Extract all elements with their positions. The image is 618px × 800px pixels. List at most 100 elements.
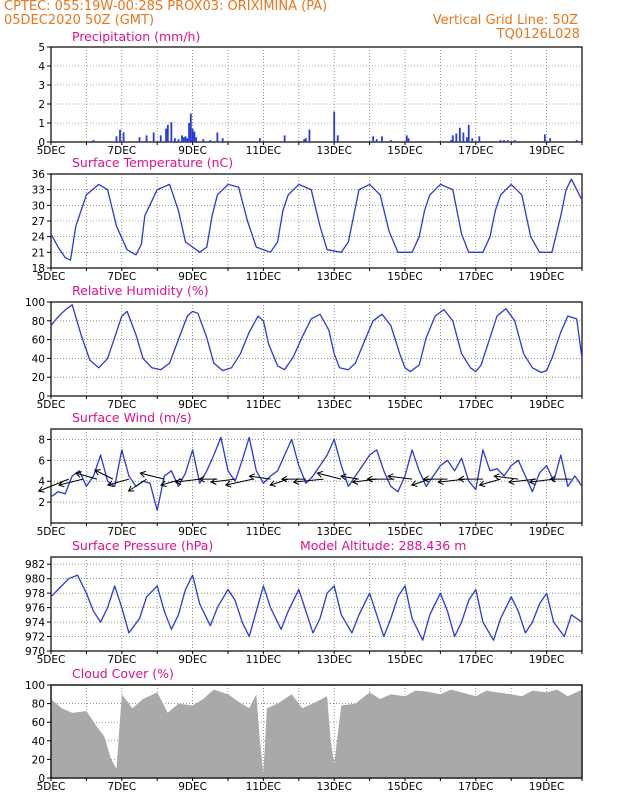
precip-bar bbox=[466, 137, 468, 142]
precip-bar bbox=[193, 131, 196, 142]
precip-bar bbox=[189, 113, 192, 142]
precip-bar bbox=[186, 138, 189, 142]
precip-bar bbox=[191, 128, 194, 142]
precip-bar bbox=[221, 138, 224, 142]
wind-vector-head bbox=[340, 473, 347, 481]
precip-bar bbox=[92, 140, 95, 142]
precip-bar bbox=[333, 111, 336, 142]
wind-vector-head bbox=[493, 473, 500, 481]
y-tick-label: 978 bbox=[25, 588, 45, 600]
x-tick-label: 17DEC bbox=[458, 654, 493, 666]
wind-vector-head bbox=[528, 478, 536, 485]
panel-precip: 0 1 2 3 4 5 5DEC 7DEC 9DEC 11DEC 13DEC 15DEC 17DEC 19… bbox=[37, 29, 583, 157]
y-tick-label: 20 bbox=[32, 372, 45, 384]
x-tick-label: 15DEC bbox=[387, 781, 422, 793]
precip-bar bbox=[303, 139, 306, 142]
panel-title-precip: Precipitation (mm/h) bbox=[72, 29, 200, 44]
panel-frame-overlay bbox=[50, 684, 583, 779]
x-tick-label: 13DEC bbox=[316, 399, 351, 411]
x-tick-label: 7DEC bbox=[107, 781, 136, 793]
x-tick-label: 13DEC bbox=[316, 271, 351, 283]
precip-bar bbox=[184, 136, 187, 142]
x-tick-label: 17DEC bbox=[458, 271, 493, 283]
x-tick-label: 19DEC bbox=[529, 271, 564, 283]
wind-vector-head bbox=[248, 473, 256, 481]
wind-vector bbox=[38, 478, 69, 492]
y-tick-label: 5 bbox=[38, 42, 45, 54]
x-tick-label: 15DEC bbox=[387, 145, 422, 157]
wind-vector bbox=[94, 469, 114, 480]
y-tick-label: 40 bbox=[32, 736, 45, 748]
precip-bar bbox=[506, 140, 509, 142]
wind-vector bbox=[317, 472, 342, 480]
wind-vector bbox=[293, 478, 324, 483]
precip-bar bbox=[478, 136, 481, 142]
wind-vector-head bbox=[549, 475, 556, 483]
x-tick-label: 5DEC bbox=[37, 145, 66, 157]
wind-vector-head bbox=[139, 470, 147, 478]
x-tick-label: 5DEC bbox=[37, 271, 66, 283]
x-tick-label: 7DEC bbox=[107, 399, 136, 411]
precip-bar bbox=[258, 138, 261, 142]
x-tick-label: 13DEC bbox=[316, 654, 351, 666]
precip-bar bbox=[165, 128, 167, 142]
precip-bar bbox=[115, 136, 118, 142]
precip-bar bbox=[499, 140, 502, 142]
precip-bar bbox=[177, 139, 180, 142]
wind-vector-head bbox=[106, 480, 114, 488]
precip-bar bbox=[188, 123, 190, 142]
wind-vector bbox=[75, 472, 98, 480]
header-model-id: TQ0126L028 bbox=[496, 27, 580, 42]
precip-bar bbox=[304, 138, 307, 142]
x-tick-label: 13DEC bbox=[316, 781, 351, 793]
precip-bar bbox=[455, 133, 458, 142]
y-tick-label: 20 bbox=[32, 754, 45, 766]
precip-bar bbox=[513, 140, 516, 142]
y-tick-label: 30 bbox=[32, 200, 45, 212]
y-tick-label: 0 bbox=[38, 137, 45, 149]
x-tick-label: 17DEC bbox=[458, 781, 493, 793]
y-tick-label: 976 bbox=[25, 603, 45, 615]
y-tick-label: 40 bbox=[32, 353, 45, 365]
precip-bar bbox=[381, 136, 383, 142]
panel-title-wind: Surface Wind (m/s) bbox=[72, 410, 192, 425]
wind-vector-head bbox=[160, 480, 167, 488]
precip-bar bbox=[372, 136, 375, 142]
wind-vector-head bbox=[478, 480, 486, 488]
wind-vector-head bbox=[422, 475, 429, 483]
x-tick-label: 11DEC bbox=[246, 654, 281, 666]
series-line-pressure bbox=[50, 574, 583, 641]
wind-vector bbox=[411, 478, 430, 486]
y-tick-label: 4 bbox=[38, 61, 45, 73]
x-tick-label: 7DEC bbox=[107, 526, 136, 538]
wind-vector-head bbox=[198, 475, 205, 483]
precip-bar bbox=[407, 138, 410, 142]
x-tick-label: 15DEC bbox=[387, 271, 422, 283]
x-tick-label: 17DEC bbox=[458, 145, 493, 157]
x-tick-label: 15DEC bbox=[387, 526, 422, 538]
wind-vector-head bbox=[210, 478, 217, 485]
wind-vector-head bbox=[437, 478, 444, 486]
x-tick-label: 9DEC bbox=[178, 399, 207, 411]
precip-bar bbox=[308, 129, 311, 142]
wind-vector bbox=[270, 478, 289, 486]
x-tick-label: 13DEC bbox=[316, 145, 351, 157]
precip-bar bbox=[458, 127, 461, 142]
y-tick-label: 1 bbox=[38, 118, 45, 130]
precip-bar bbox=[462, 132, 465, 142]
panel-title-cloud: Cloud Cover (%) bbox=[72, 666, 174, 681]
panel-temperature: 18 21 24 27 30 33 36 5DEC 7DEC 9DEC 11DEC 13DEC 15DE… bbox=[32, 155, 583, 283]
precip-bar bbox=[451, 135, 454, 142]
y-tick-label: 80 bbox=[32, 699, 45, 711]
x-tick-label: 11DEC bbox=[246, 271, 281, 283]
x-tick-label: 9DEC bbox=[178, 145, 207, 157]
x-tick-label: 15DEC bbox=[387, 654, 422, 666]
panel-pressure: 970 972 974 976 978 980 982 5DEC 7DEC 9DEC 11DEC 13… bbox=[25, 538, 583, 666]
wind-vector bbox=[388, 475, 413, 480]
x-tick-label: 7DEC bbox=[107, 654, 136, 666]
header-grid-line-note: Vertical Grid Line: 50Z bbox=[432, 13, 578, 28]
wind-vector-head bbox=[351, 478, 359, 485]
wind-vector bbox=[128, 478, 147, 492]
y-tick-label: 100 bbox=[25, 680, 45, 692]
x-tick-label: 9DEC bbox=[178, 781, 207, 793]
